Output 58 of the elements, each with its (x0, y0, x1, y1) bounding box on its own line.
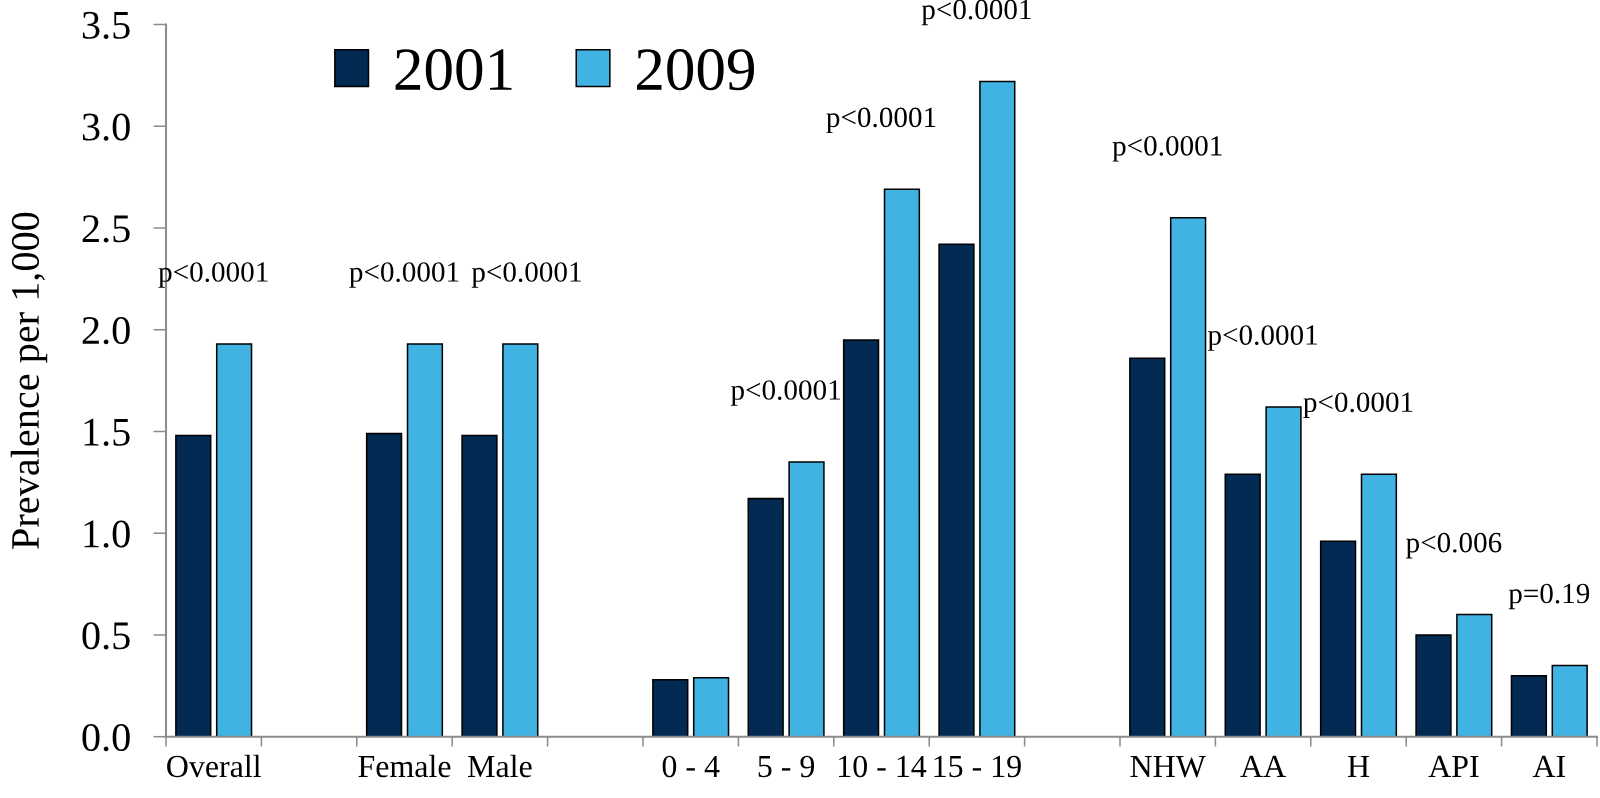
bar (1551, 664, 1588, 737)
bar (747, 497, 784, 737)
x-tick-label: 0 - 4 (662, 755, 720, 778)
x-tick-label: H (1347, 756, 1370, 777)
bar (652, 678, 689, 737)
x-tick-label: Female (358, 754, 451, 778)
bar (1510, 674, 1548, 737)
bar (938, 243, 975, 737)
annotation: p=0.19 (1508, 583, 1590, 610)
x-tick-label: Overall (167, 754, 261, 778)
bar (1415, 634, 1452, 737)
annotation: p<0.0001 (921, 0, 1031, 26)
annotation: p<0.0001 (730, 380, 840, 406)
legend-label: 2009 (636, 49, 755, 91)
annotation: p<0.0001 (1303, 392, 1413, 418)
x-tick-label: API (1428, 755, 1479, 777)
x-tick-label: 15 - 19 (934, 755, 1021, 778)
x-tick-label: AA (1240, 755, 1286, 777)
y-tick-label: 1.0 (84, 520, 130, 548)
bar (1265, 406, 1302, 737)
bar (979, 80, 1016, 737)
y-tick-label: 0.0 (82, 723, 130, 752)
y-tick-label: 1.5 (84, 418, 130, 447)
x-tick-label: Male (468, 754, 532, 778)
bar (842, 339, 880, 737)
annotation: p<0.0001 (1112, 135, 1222, 162)
y-tick-label: 2.0 (82, 316, 130, 345)
x-tick-label: 10 - 14 (839, 755, 927, 778)
y-tick-label: 3.0 (82, 113, 130, 141)
x-tick-label: AI (1532, 755, 1566, 777)
x-tick-label: 5 - 9 (758, 755, 815, 778)
bar (1360, 473, 1398, 737)
bar (1224, 473, 1261, 737)
bar (175, 434, 212, 737)
legend-label: 2001 (395, 49, 512, 91)
bar (1319, 540, 1357, 737)
bar (1456, 613, 1493, 737)
bar (215, 343, 253, 737)
bar (883, 188, 921, 737)
bar (788, 461, 825, 737)
annotation: p<0.0001 (471, 262, 581, 288)
y-axis-title: Prevalence per 1,000 (10, 212, 48, 549)
bar (1169, 217, 1207, 737)
x-tick-label: NHW (1130, 756, 1206, 778)
y-tick-label: 3.5 (82, 11, 130, 40)
bar (502, 343, 539, 737)
bar (1129, 357, 1166, 737)
bar (406, 343, 444, 737)
annotation: p<0.0001 (826, 107, 936, 134)
bar (461, 434, 498, 737)
bar (692, 676, 730, 737)
y-tick-label: 0.5 (82, 622, 130, 650)
annotation: p<0.0001 (1207, 325, 1317, 351)
annotation: p<0.0001 (349, 262, 459, 288)
annotation: p<0.006 (1406, 532, 1502, 559)
bar (365, 432, 403, 737)
y-tick-label: 2.5 (82, 215, 130, 243)
annotation: p<0.0001 (158, 262, 268, 288)
